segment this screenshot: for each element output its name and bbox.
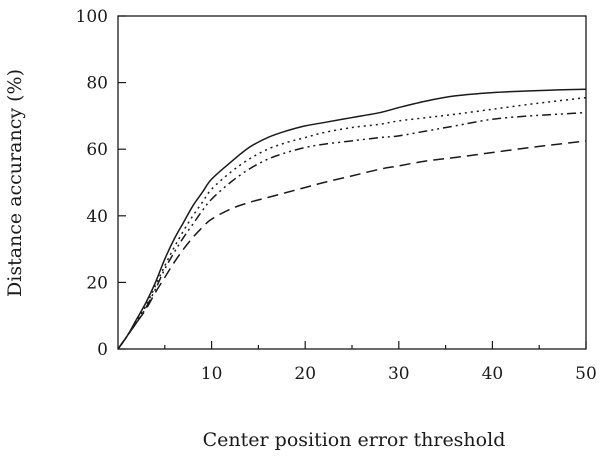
series-line-dashed	[117, 140, 587, 350]
x-tick-label: 10	[201, 364, 223, 384]
x-axis-title: Center position error threshold	[203, 429, 506, 451]
series-line-dash-dot-dot	[117, 111, 587, 350]
series-line-dotted	[117, 96, 587, 350]
y-tick-label: 100	[76, 7, 108, 27]
y-tick-label: 80	[86, 74, 108, 94]
plot-frame	[117, 15, 587, 350]
plot-series	[117, 88, 587, 350]
y-tick-label: 20	[86, 273, 108, 293]
series-line-solid	[117, 88, 587, 350]
y-axis-title: Distance accurancy (%)	[4, 69, 26, 297]
y-tick-label: 40	[86, 207, 108, 227]
x-tick-label: 20	[294, 364, 316, 384]
x-axis: 10 20 30 40 50	[164, 341, 597, 384]
y-tick-label: 0	[97, 340, 108, 360]
x-tick-label: 40	[482, 364, 504, 384]
y-tick-label: 60	[86, 140, 108, 160]
x-tick-label: 50	[575, 364, 597, 384]
x-tick-label: 30	[388, 364, 410, 384]
